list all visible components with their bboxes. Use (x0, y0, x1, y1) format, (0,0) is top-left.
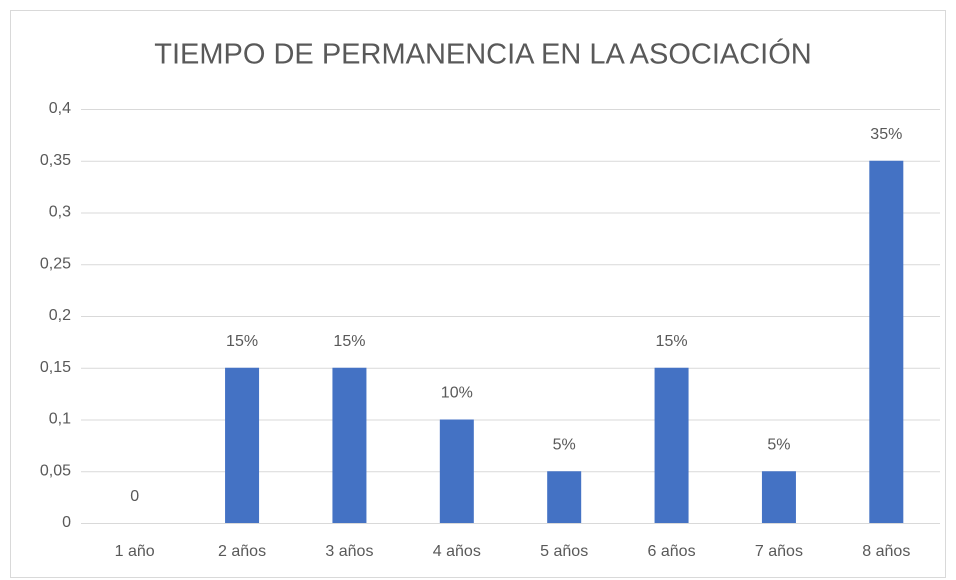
y-tick-label: 0,2 (49, 307, 71, 324)
bar (332, 367, 367, 523)
x-tick-label: 7 años (755, 543, 803, 560)
y-tick-label: 0,15 (40, 359, 71, 376)
bar (761, 471, 796, 523)
data-label: 35% (870, 126, 902, 143)
y-tick-label: 0,4 (49, 100, 71, 117)
chart-title: TIEMPO DE PERMANENCIA EN LA ASOCIACIÓN (154, 38, 811, 71)
data-label: 5% (767, 436, 790, 453)
bar (654, 367, 689, 523)
x-tick-label: 1 año (115, 543, 155, 560)
y-tick-label: 0,1 (49, 411, 71, 428)
y-tick-label: 0,3 (49, 204, 71, 221)
x-tick-label: 3 años (325, 543, 373, 560)
data-label: 15% (226, 333, 258, 350)
bar (225, 367, 260, 523)
data-label: 15% (656, 333, 688, 350)
data-label: 10% (441, 385, 473, 402)
data-label: 5% (553, 436, 576, 453)
y-tick-label: 0,25 (40, 255, 71, 272)
x-tick-label: 2 años (218, 543, 266, 560)
x-tick-label: 6 años (648, 543, 696, 560)
bar (869, 160, 904, 523)
chart-border (10, 10, 946, 578)
y-tick-label: 0,35 (40, 152, 71, 169)
x-tick-label: 8 años (862, 543, 910, 560)
y-tick-label: 0,05 (40, 462, 71, 479)
bar (439, 419, 474, 523)
data-label: 0 (130, 488, 139, 505)
x-tick-label: 5 años (540, 543, 588, 560)
bar (547, 471, 582, 523)
x-tick-label: 4 años (433, 543, 481, 560)
data-label: 15% (333, 333, 365, 350)
y-tick-label: 0 (62, 514, 71, 531)
